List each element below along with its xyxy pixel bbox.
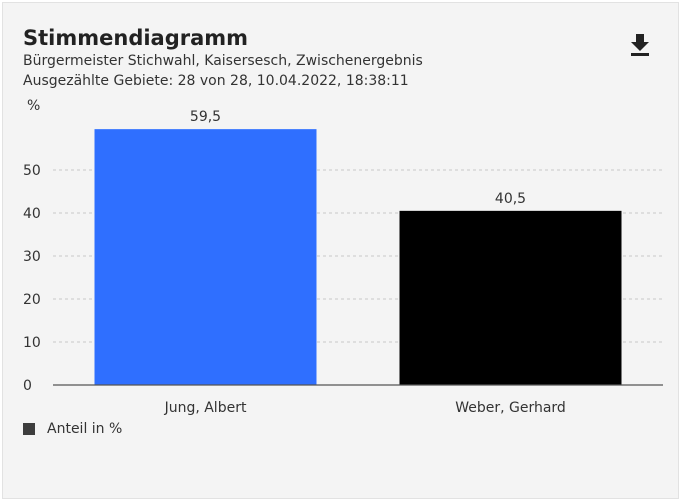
y-tick-label: 30 [23,249,41,265]
bar-chart: % 0 10 20 30 40 50 59,5 Jung, Albert 40,5 Weber, G… [23,98,663,416]
download-icon [631,34,649,56]
y-tick-label: 20 [23,292,41,308]
y-axis-label: % [27,98,40,114]
legend-swatch [23,423,35,435]
bar-value-label: 40,5 [495,191,526,207]
y-tick-label: 50 [23,163,41,179]
y-tick-label: 40 [23,206,41,222]
chart-card: Stimmendiagramm Bürgermeister Stichwahl,… [2,2,679,499]
legend: Anteil in % [23,421,122,437]
y-tick-label: 10 [23,335,41,351]
bar [399,210,622,385]
chart-meta: Ausgezählte Gebiete: 28 von 28, 10.04.20… [23,73,409,89]
chart-title: Stimmendiagramm [23,26,249,50]
x-tick-label: Jung, Albert [164,400,247,416]
y-tick-label: 0 [23,378,32,394]
chart-subtitle: Bürgermeister Stichwahl, Kaisersesch, Zw… [23,53,423,69]
bar [94,129,317,385]
legend-label: Anteil in % [47,421,123,437]
x-tick-label: Weber, Gerhard [455,400,566,416]
download-button[interactable] [625,29,655,59]
bar-value-label: 59,5 [190,109,221,125]
